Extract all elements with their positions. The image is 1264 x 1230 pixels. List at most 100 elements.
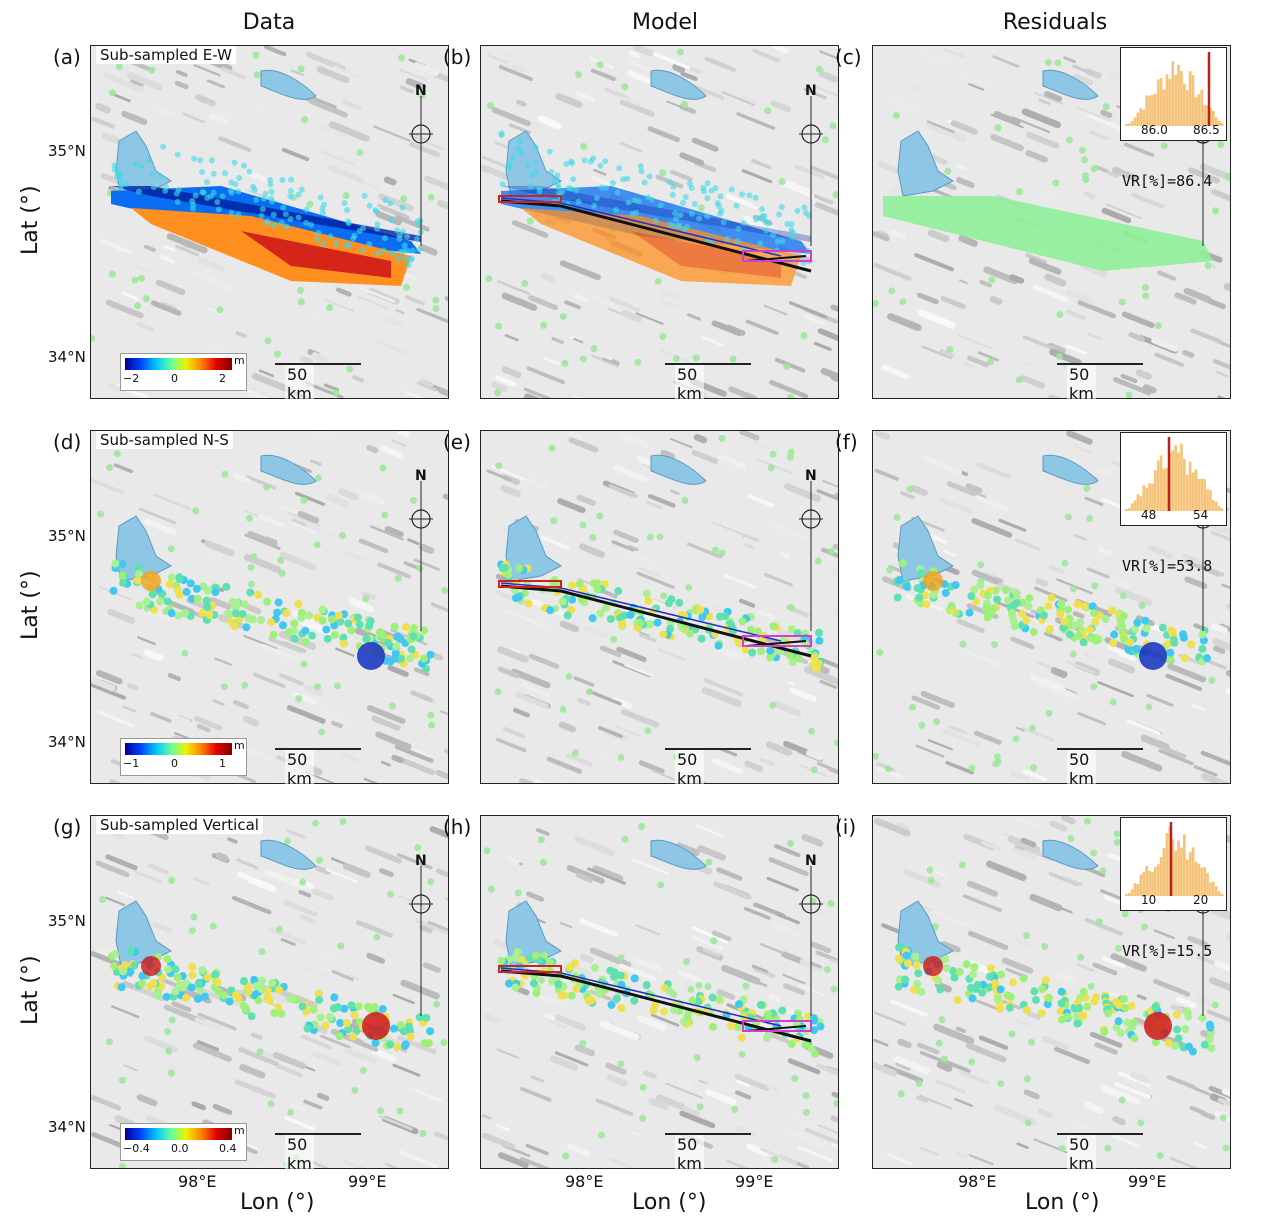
column-title-data: Data (242, 10, 296, 35)
variance-reduction-label: VR[%]=15.5 (1122, 942, 1213, 960)
north-arrow-label: N (805, 468, 817, 484)
y-axis-label: Lat (°) (18, 570, 43, 640)
lake-icon (1042, 454, 1099, 485)
panel-label: (a) (53, 45, 81, 69)
column-title-residuals: Residuals (1002, 10, 1108, 35)
lake-icon (650, 839, 707, 870)
hillshade-map (481, 46, 838, 398)
x-axis-label: Lon (°) (1025, 1190, 1100, 1215)
colorbar-gradient (125, 358, 232, 370)
hillshade-map (481, 431, 838, 783)
panel-label: (d) (53, 430, 82, 454)
panel-label: (i) (835, 815, 857, 839)
colorbar-min: −2 (123, 372, 140, 385)
colorbar-gradient (125, 1128, 232, 1140)
map-panel (872, 45, 1231, 399)
lat-tick-35: 35°N (48, 912, 86, 930)
scale-bar-label: 50 km (675, 365, 704, 403)
panel-label: (c) (835, 45, 862, 69)
vr-histogram-inset: 86.0 86.5 (1120, 47, 1227, 141)
scale-bar-label: 50 km (675, 1135, 704, 1173)
lon-tick-98: 98°E (565, 1172, 604, 1191)
histogram-chart (1125, 822, 1224, 896)
scale-bar-label: 50 km (675, 750, 704, 788)
colorbar-max: 0.4 (219, 1142, 237, 1155)
lake-icon (1042, 839, 1099, 870)
panel-label: (b) (443, 45, 472, 69)
y-axis-label: Lat (°) (18, 185, 43, 255)
scale-bar-line (1057, 1133, 1143, 1135)
lake-icon (260, 454, 317, 485)
histogram-tick: 86.5 (1193, 123, 1220, 137)
histogram-tick: 86.0 (1141, 123, 1168, 137)
vr-histogram-inset: 48 54 (1120, 432, 1227, 526)
lon-tick-99: 99°E (735, 1172, 774, 1191)
histogram-tick: 10 (1141, 893, 1157, 907)
map-panel (480, 45, 839, 399)
map-panel (90, 45, 449, 399)
colorbar: m −0.4 0.0 0.4 (120, 1123, 247, 1161)
north-arrow-label: N (805, 83, 817, 99)
panel-subtitle: Sub-sampled E-W (96, 46, 236, 64)
histogram-chart (1125, 52, 1224, 126)
colorbar-mid: 0 (171, 757, 178, 770)
variance-reduction-label: VR[%]=86.4 (1122, 172, 1213, 190)
scale-bar-line (665, 1133, 751, 1135)
panel-label: (h) (443, 815, 472, 839)
colorbar: m −2 0 2 (120, 353, 247, 391)
panel-subtitle: Sub-sampled Vertical (96, 816, 263, 834)
lake-icon (897, 130, 954, 197)
histogram-tick: 20 (1193, 893, 1209, 907)
map-panel (90, 815, 449, 1169)
north-arrow-label: N (415, 83, 427, 99)
colorbar-gradient (125, 743, 232, 755)
lake-icon (1042, 69, 1099, 100)
map-panel (480, 430, 839, 784)
scale-bar-line (665, 363, 751, 365)
histogram-chart (1125, 437, 1224, 511)
y-axis-label: Lat (°) (18, 955, 43, 1025)
map-panel (480, 815, 839, 1169)
colorbar-max: 2 (219, 372, 226, 385)
lon-tick-99: 99°E (348, 1172, 387, 1191)
north-arrow-label: N (415, 468, 427, 484)
lat-tick-34: 34°N (48, 348, 86, 366)
lat-tick-34: 34°N (48, 1118, 86, 1136)
lake-icon (260, 839, 317, 870)
colorbar-min: −0.4 (123, 1142, 150, 1155)
scale-bar-label: 50 km (285, 365, 314, 403)
colorbar-unit: m (234, 354, 245, 367)
scale-bar-line (275, 748, 361, 750)
lon-tick-98: 98°E (958, 1172, 997, 1191)
x-axis-label: Lon (°) (240, 1190, 315, 1215)
lat-tick-35: 35°N (48, 142, 86, 160)
panel-label: (f) (835, 430, 858, 454)
histogram-tick: 48 (1141, 508, 1157, 522)
hillshade-map (91, 431, 448, 783)
x-axis-label: Lon (°) (632, 1190, 707, 1215)
map-panel (90, 430, 449, 784)
north-arrow-label: N (415, 853, 427, 869)
scale-bar-line (275, 1133, 361, 1135)
scale-bar-line (1057, 748, 1143, 750)
colorbar-mid: 0.0 (171, 1142, 189, 1155)
colorbar-unit: m (234, 1124, 245, 1137)
panel-label: (e) (443, 430, 471, 454)
north-arrow-label: N (805, 853, 817, 869)
lake-icon (650, 454, 707, 485)
panel-label: (g) (53, 815, 82, 839)
column-title-model: Model (631, 10, 699, 35)
histogram-tick: 54 (1193, 508, 1209, 522)
colorbar-min: −1 (123, 757, 140, 770)
scale-bar-line (665, 748, 751, 750)
colorbar: m −1 0 1 (120, 738, 247, 776)
lake-icon (650, 69, 707, 100)
colorbar-mid: 0 (171, 372, 178, 385)
lon-tick-98: 98°E (178, 1172, 217, 1191)
scale-bar-label: 50 km (285, 1135, 314, 1173)
colorbar-unit: m (234, 739, 245, 752)
vr-histogram-inset: 10 20 (1120, 817, 1227, 911)
colorbar-max: 1 (219, 757, 226, 770)
scale-bar-label: 50 km (285, 750, 314, 788)
scale-bar-label: 50 km (1067, 365, 1096, 403)
